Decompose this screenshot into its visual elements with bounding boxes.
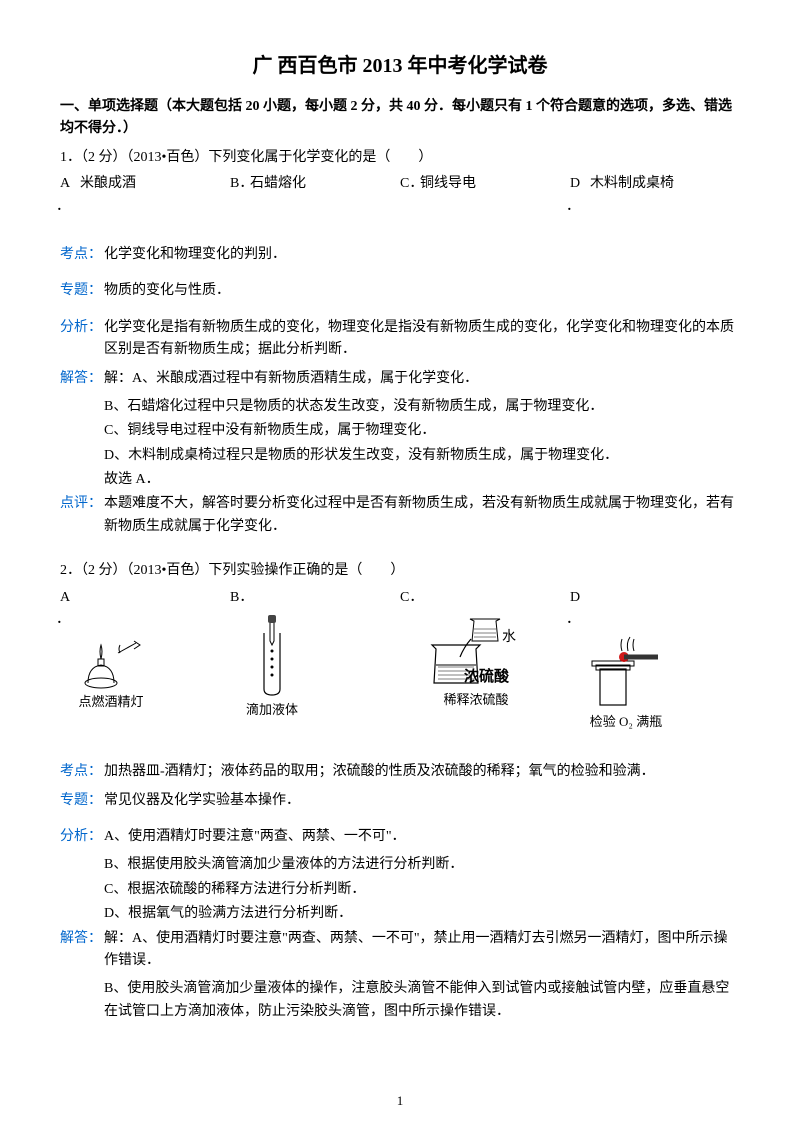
q1-jieda-b: B、石蜡熔化过程中只是物质的状态发生改变，没有新物质生成，属于物理变化．: [60, 396, 740, 418]
q2-optA-caption: 点燃酒精灯: [78, 692, 143, 713]
q1-kaodian: 化学变化和物理变化的判别．: [104, 244, 740, 266]
q2-zhuanti: 常见仪器及化学实验基本操作．: [104, 790, 740, 812]
q2-fenxi-d: D、根据氧气的验满方法进行分析判断．: [60, 903, 740, 925]
fenxi-label: 分析：: [60, 317, 104, 362]
dropper-tube-icon: 滴加液体: [246, 613, 298, 721]
q1-optB-marker: B．: [230, 173, 250, 218]
q1-optC-marker: C．: [400, 173, 420, 218]
exam-title: 广 西百色市 2013 年中考化学试卷: [60, 50, 740, 82]
fenxi-label: 分析：: [60, 826, 104, 848]
q2-stem: 2．（2 分）（2013•百色）下列实验操作正确的是（ ）: [60, 560, 740, 582]
q1-jieda-ans: 故选 A．: [60, 469, 740, 491]
alcohol-lamp-icon: 点燃酒精灯: [76, 635, 146, 713]
q1-fenxi: 化学变化是指有新物质生成的变化，物理变化是指没有新物质生成的变化，化学变化和物理…: [104, 317, 740, 362]
q1-zhuanti: 物质的变化与性质．: [104, 280, 740, 302]
q2-optD-marker: D: [570, 587, 590, 632]
acid-label: 浓硫酸: [464, 667, 510, 685]
q1-analysis: 考点： 化学变化和物理变化的判别． 专题： 物质的变化与性质． 分析： 化学变化…: [60, 244, 740, 538]
q1-jieda-a: 解：A、米酿成酒过程中有新物质酒精生成，属于化学变化．: [104, 368, 740, 390]
q2-jieda-b: B、使用胶头滴管滴加少量液体的操作，注意胶头滴管不能伸入到试管内或接触试管内壁，…: [60, 978, 740, 1023]
zhuanti-label: 专题：: [60, 790, 104, 812]
zhuanti-label: 专题：: [60, 280, 104, 302]
q2-options: A 点燃酒精灯 B．: [60, 587, 740, 738]
water-label: 水: [502, 629, 516, 645]
dilute-acid-icon: 水 浓硫酸 稀释浓硫酸: [416, 613, 536, 711]
q2-kaodian: 加热器皿-酒精灯；液体药品的取用；浓硫酸的性质及浓硫酸的稀释；氧气的检验和验满．: [104, 761, 740, 783]
q1-dianping: 本题难度不大，解答时要分析变化过程中是否有新物质生成，若没有新物质生成就属于物理…: [104, 493, 740, 538]
kaodian-label: 考点：: [60, 244, 104, 266]
q2-optD-caption: 检验 O₂ 满瓶: [590, 712, 662, 733]
q2-optB-caption: 滴加液体: [246, 700, 298, 721]
jieda-label: 解答：: [60, 368, 104, 390]
q2-jieda-a: 解：A、使用酒精灯时要注意"两查、两禁、一不可"，禁止用一酒精灯去引燃另一酒精灯…: [104, 928, 740, 973]
q2-analysis: 考点： 加热器皿-酒精灯；液体药品的取用；浓硫酸的性质及浓硫酸的稀释；氧气的检验…: [60, 761, 740, 1023]
dianping-label: 点评：: [60, 493, 104, 538]
q2-fenxi-a: A、使用酒精灯时要注意"两查、两禁、一不可"．: [104, 826, 740, 848]
q1-optA-marker: A: [60, 173, 80, 218]
section-header: 一、单项选择题（本大题包括 20 小题，每小题 2 分，共 40 分．每小题只有…: [60, 96, 740, 141]
q2-fenxi-b: B、根据使用胶头滴管滴加少量液体的方法进行分析判断．: [60, 854, 740, 876]
q2-optB-marker: B．: [230, 587, 250, 609]
q1-optA-text: 米酿成酒: [80, 173, 136, 218]
q2-fenxi-c: C、根据浓硫酸的稀释方法进行分析判断．: [60, 879, 740, 901]
q1-stem: 1．（2 分）（2013•百色）下列变化属于化学变化的是（ ）: [60, 147, 740, 169]
q1-options: A 米酿成酒 B． 石蜡熔化 C． 铜线导电 D 木料制成桌椅: [60, 173, 740, 218]
q1-optD-text: 木料制成桌椅: [590, 173, 674, 218]
q1-jieda-c: C、铜线导电过程中没有新物质生成，属于物理变化．: [60, 420, 740, 442]
q2-optA-marker: A: [60, 587, 80, 632]
kaodian-label: 考点：: [60, 761, 104, 783]
q1-optB-text: 石蜡熔化: [250, 173, 306, 218]
page-number: 1: [397, 1091, 404, 1112]
jieda-label: 解答：: [60, 928, 104, 973]
oxygen-test-icon: 检验 O₂ 满瓶: [586, 635, 666, 733]
q2-optC-caption: 稀释浓硫酸: [443, 690, 508, 711]
q1-jieda-d: D、木料制成桌椅过程只是物质的形状发生改变，没有新物质生成，属于物理变化．: [60, 445, 740, 467]
q2-optC-marker: C．: [400, 587, 420, 609]
q1-optC-text: 铜线导电: [420, 173, 476, 218]
q1-optD-marker: D: [570, 173, 590, 218]
